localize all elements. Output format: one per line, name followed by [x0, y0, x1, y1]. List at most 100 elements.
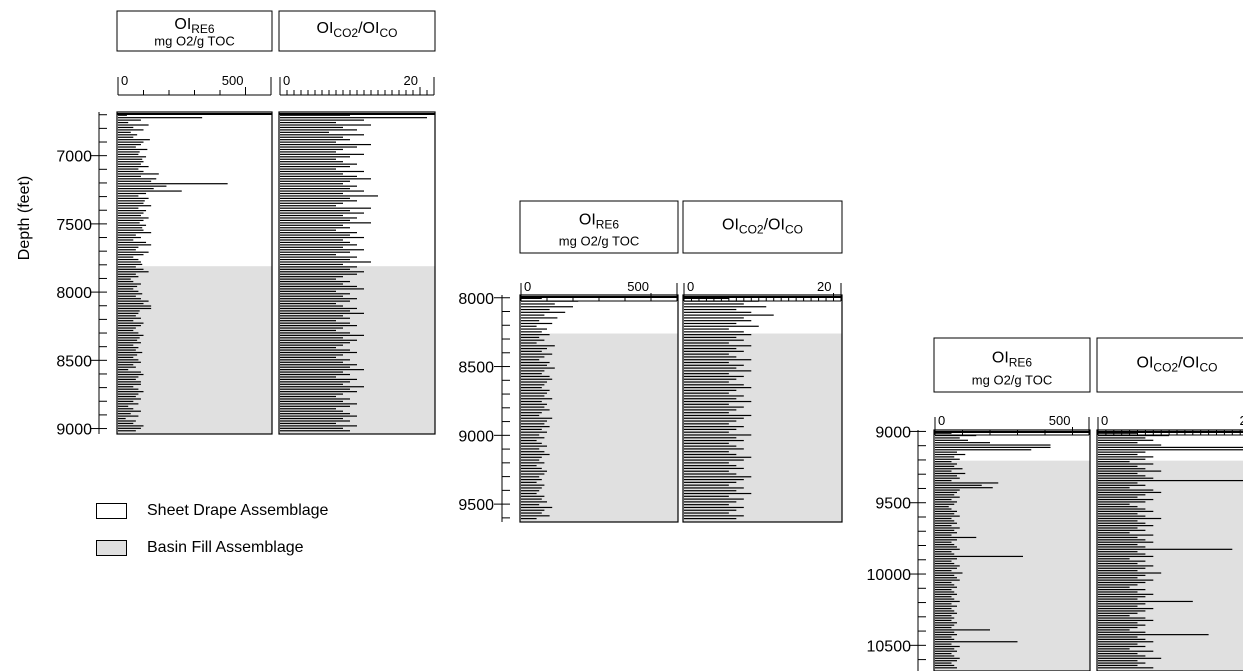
data-bar: [1098, 610, 1146, 612]
data-bar: [280, 347, 336, 349]
data-bar: [1098, 432, 1138, 434]
data-bar: [118, 366, 136, 368]
data-bar: [935, 667, 957, 669]
panel-header-title: OICO2/OICO: [722, 217, 803, 237]
data-bar: [280, 342, 350, 344]
data-bar: [684, 297, 729, 299]
data-bar: [684, 484, 729, 486]
data-bar: [684, 492, 752, 495]
x-tick-label: 500: [1049, 413, 1071, 428]
legend-swatch-basin-fill: [96, 540, 127, 556]
data-bar: [280, 249, 364, 251]
panel-frame: [278, 111, 436, 435]
data-bar: [118, 268, 144, 270]
data-bar: [1098, 548, 1233, 550]
data-bar: [521, 414, 540, 417]
data-bar: [280, 158, 336, 160]
data-bar: [280, 403, 357, 405]
panel-frame: [116, 111, 273, 435]
data-bar: [935, 506, 949, 508]
data-bar: [118, 131, 131, 133]
data-bar: [521, 509, 545, 511]
data-bar: [1098, 607, 1154, 610]
data-bar: [280, 339, 357, 341]
data-bar: [1098, 648, 1130, 650]
panel-header-units: mg O2/g TOC: [972, 372, 1052, 387]
data-bar: [118, 207, 139, 209]
data-bar: [1098, 634, 1209, 636]
data-bar: [280, 305, 343, 307]
data-bar: [280, 381, 350, 383]
data-bar: [684, 409, 737, 411]
data-bar: [521, 331, 542, 333]
data-bar: [684, 453, 737, 456]
data-bar: [280, 148, 343, 151]
data-bar: [521, 384, 545, 386]
data-bar: [684, 347, 737, 350]
data-bar: [118, 398, 141, 400]
panel-header-box: [682, 200, 843, 254]
data-bar: [280, 134, 364, 136]
data-bar: [684, 509, 737, 511]
data-bar: [280, 315, 343, 317]
data-bar: [935, 465, 955, 467]
data-bar: [935, 470, 952, 472]
data-bar: [935, 617, 955, 619]
data-bar: [1098, 581, 1146, 584]
data-bar: [521, 364, 547, 366]
data-bar: [684, 476, 752, 478]
depth-tick-label: 9000: [56, 422, 92, 439]
data-bar: [280, 175, 357, 177]
data-bar: [1098, 591, 1138, 593]
data-bar: [118, 190, 182, 192]
data-bar: [118, 249, 136, 251]
data-bar: [118, 386, 134, 388]
panel-header-box: [519, 200, 679, 254]
data-bar: [684, 445, 737, 447]
data-bar: [684, 364, 744, 366]
data-bar: [280, 263, 343, 266]
data-bar: [1098, 605, 1138, 607]
data-bar: [1098, 617, 1146, 619]
data-bar: [684, 356, 737, 358]
data-bar: [684, 314, 774, 316]
data-bar: [684, 467, 744, 470]
data-bar: [280, 293, 350, 295]
data-bar: [935, 577, 957, 579]
data-bar: [521, 398, 553, 400]
data-bar: [935, 565, 960, 567]
data-bar: [280, 244, 357, 246]
x-tick-label: 0: [283, 73, 290, 88]
data-bar: [521, 347, 547, 350]
data-bar: [1098, 579, 1154, 581]
data-bar: [521, 434, 540, 436]
data-bar: [1098, 596, 1146, 598]
data-bar: [1098, 638, 1146, 640]
data-bar: [280, 310, 350, 312]
data-bar: [521, 361, 550, 364]
data-bar: [1098, 453, 1138, 456]
data-bar: [1098, 600, 1193, 603]
data-bar: [280, 420, 350, 422]
data-bar: [521, 317, 558, 319]
data-bar: [1098, 650, 1154, 652]
data-bar: [1098, 598, 1138, 600]
data-bar: [118, 188, 154, 190]
data-bar: [521, 395, 545, 397]
data-bar: [1098, 577, 1138, 579]
data-bar: [118, 163, 141, 165]
data-bar: [684, 398, 737, 400]
data-bar: [935, 579, 960, 581]
data-bar: [1098, 525, 1154, 527]
data-bar: [118, 322, 144, 324]
data-bar: [118, 202, 144, 204]
data-bar: [935, 600, 960, 603]
data-bar: [1098, 641, 1154, 643]
data-bar: [280, 329, 336, 332]
panel-header-units: mg O2/g TOC: [559, 234, 639, 249]
data-bar: [1098, 489, 1154, 491]
data-bar: [1098, 553, 1146, 555]
data-bar: [280, 383, 343, 385]
data-bar: [684, 331, 744, 333]
